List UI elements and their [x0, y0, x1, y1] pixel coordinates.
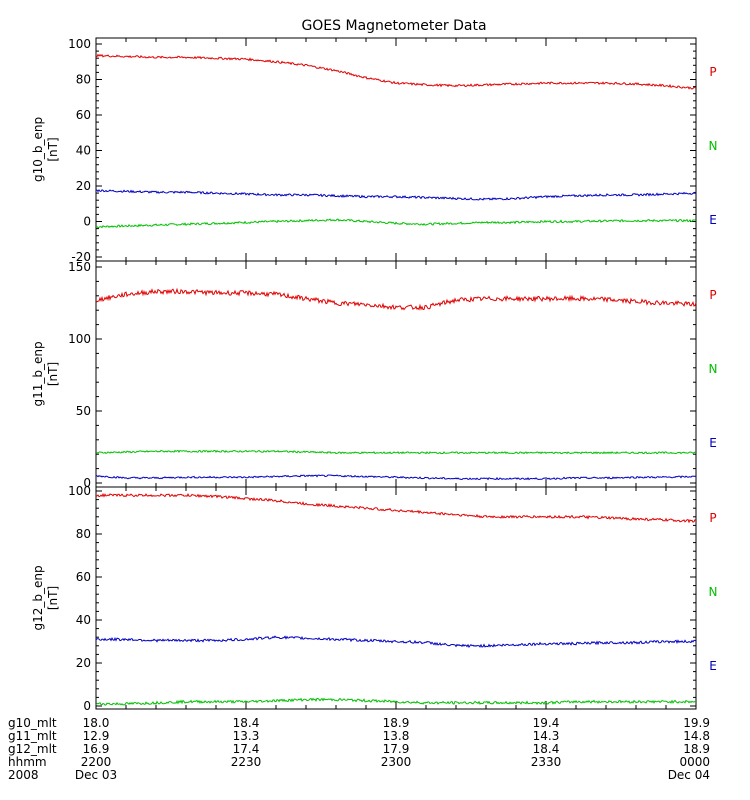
x-tick-label: 2200 — [81, 755, 112, 769]
x-tick-label: 18.4 — [233, 716, 260, 730]
y-axis-label: g12_b_enp — [31, 565, 45, 630]
series-label-E: E — [709, 213, 717, 227]
x-tick-label: 13.8 — [383, 729, 410, 743]
y-tick-label: 0 — [83, 476, 91, 490]
x-tick-label: 2230 — [231, 755, 262, 769]
y-tick-label: 150 — [68, 260, 91, 274]
x-tick-label: 18.0 — [83, 716, 110, 730]
series-label-P: P — [709, 65, 716, 79]
x-tick-label: 2300 — [381, 755, 412, 769]
series-line-N — [95, 218, 697, 229]
x-row-label: g10_mlt — [8, 716, 57, 730]
series-line-E — [95, 635, 697, 648]
x-tick-label: 18.4 — [533, 742, 560, 756]
y-tick-label: 60 — [76, 570, 91, 584]
y-tick-label: 40 — [76, 144, 91, 158]
y-tick-label: 60 — [76, 108, 91, 122]
y-tick-label: -20 — [71, 250, 91, 264]
y-tick-label: 20 — [76, 656, 91, 670]
y-tick-label: 50 — [76, 404, 91, 418]
series-label-P: P — [709, 511, 716, 525]
x-tick-label: 19.9 — [683, 716, 710, 730]
y-axis-label: g10_b_enp — [31, 117, 45, 182]
x-row-label: g12_mlt — [8, 742, 57, 756]
y-tick-label: 20 — [76, 179, 91, 193]
x-tick-label: 0000 — [679, 755, 710, 769]
series-label-N: N — [709, 585, 718, 599]
panel-frame — [95, 37, 697, 262]
series-label-E: E — [709, 659, 717, 673]
x-tick-label: 2330 — [531, 755, 562, 769]
series-label-E: E — [709, 436, 717, 450]
y-tick-label: 0 — [83, 215, 91, 229]
y-tick-label: 80 — [76, 527, 91, 541]
x-tick-label: 12.9 — [83, 729, 110, 743]
x-tick-label: 18.9 — [383, 716, 410, 730]
series-line-N — [95, 449, 697, 455]
chart-title: GOES Magnetometer Data — [301, 18, 486, 34]
series-line-P — [95, 53, 697, 90]
y-axis-unit: [nT] — [46, 137, 60, 161]
y-tick-label: 100 — [68, 484, 91, 498]
x-tick-label-rows: g10_mlt 18.0 18.4 18.9 19.4 19.9 g11_mlt 12.9 13… — [8, 716, 710, 782]
y-tick-label: 100 — [68, 332, 91, 346]
x-tick-label: 19.4 — [533, 716, 560, 730]
x-row-label: g11_mlt — [8, 729, 57, 743]
series-line-E — [95, 474, 697, 481]
x-tick-label: Dec 04 — [668, 768, 710, 782]
series-label-P: P — [709, 288, 716, 302]
panel-3: 0 20 40 60 80 100 g12_b_enp [nT] P N E — [31, 484, 717, 713]
panel-2: 0 50 100 150 g11_b_enp [nT] P N E — [31, 260, 717, 490]
x-tick-label: 18.9 — [683, 742, 710, 756]
x-tick-label: 14.8 — [683, 729, 710, 743]
series-line-P — [95, 287, 697, 311]
y-axis-unit: [nT] — [46, 586, 60, 610]
y-axis-unit: [nT] — [46, 362, 60, 386]
series-line-N — [95, 697, 697, 706]
x-row-label: 2008 — [8, 768, 39, 782]
y-tick-label: 80 — [76, 73, 91, 87]
series-line-E — [95, 189, 696, 201]
x-tick-label: 13.3 — [233, 729, 260, 743]
series-line-P — [95, 492, 697, 524]
series-label-N: N — [709, 362, 718, 376]
x-tick-label: 17.4 — [233, 742, 260, 756]
y-tick-label: 100 — [68, 37, 91, 51]
y-axis-label: g11_b_enp — [31, 341, 45, 406]
x-tick-label: 16.9 — [83, 742, 110, 756]
x-row-label: hhmm — [8, 755, 47, 769]
y-tick-label: 40 — [76, 613, 91, 627]
panel-frame — [95, 486, 697, 710]
x-tick-label: 14.3 — [533, 729, 560, 743]
x-tick-label: 17.9 — [383, 742, 410, 756]
y-tick-label: 0 — [83, 699, 91, 713]
series-label-N: N — [709, 139, 718, 153]
x-tick-label: Dec 03 — [75, 768, 117, 782]
panel-1: -20 0 20 40 60 80 100 g10_b_enp [nT] P N E — [31, 37, 717, 264]
